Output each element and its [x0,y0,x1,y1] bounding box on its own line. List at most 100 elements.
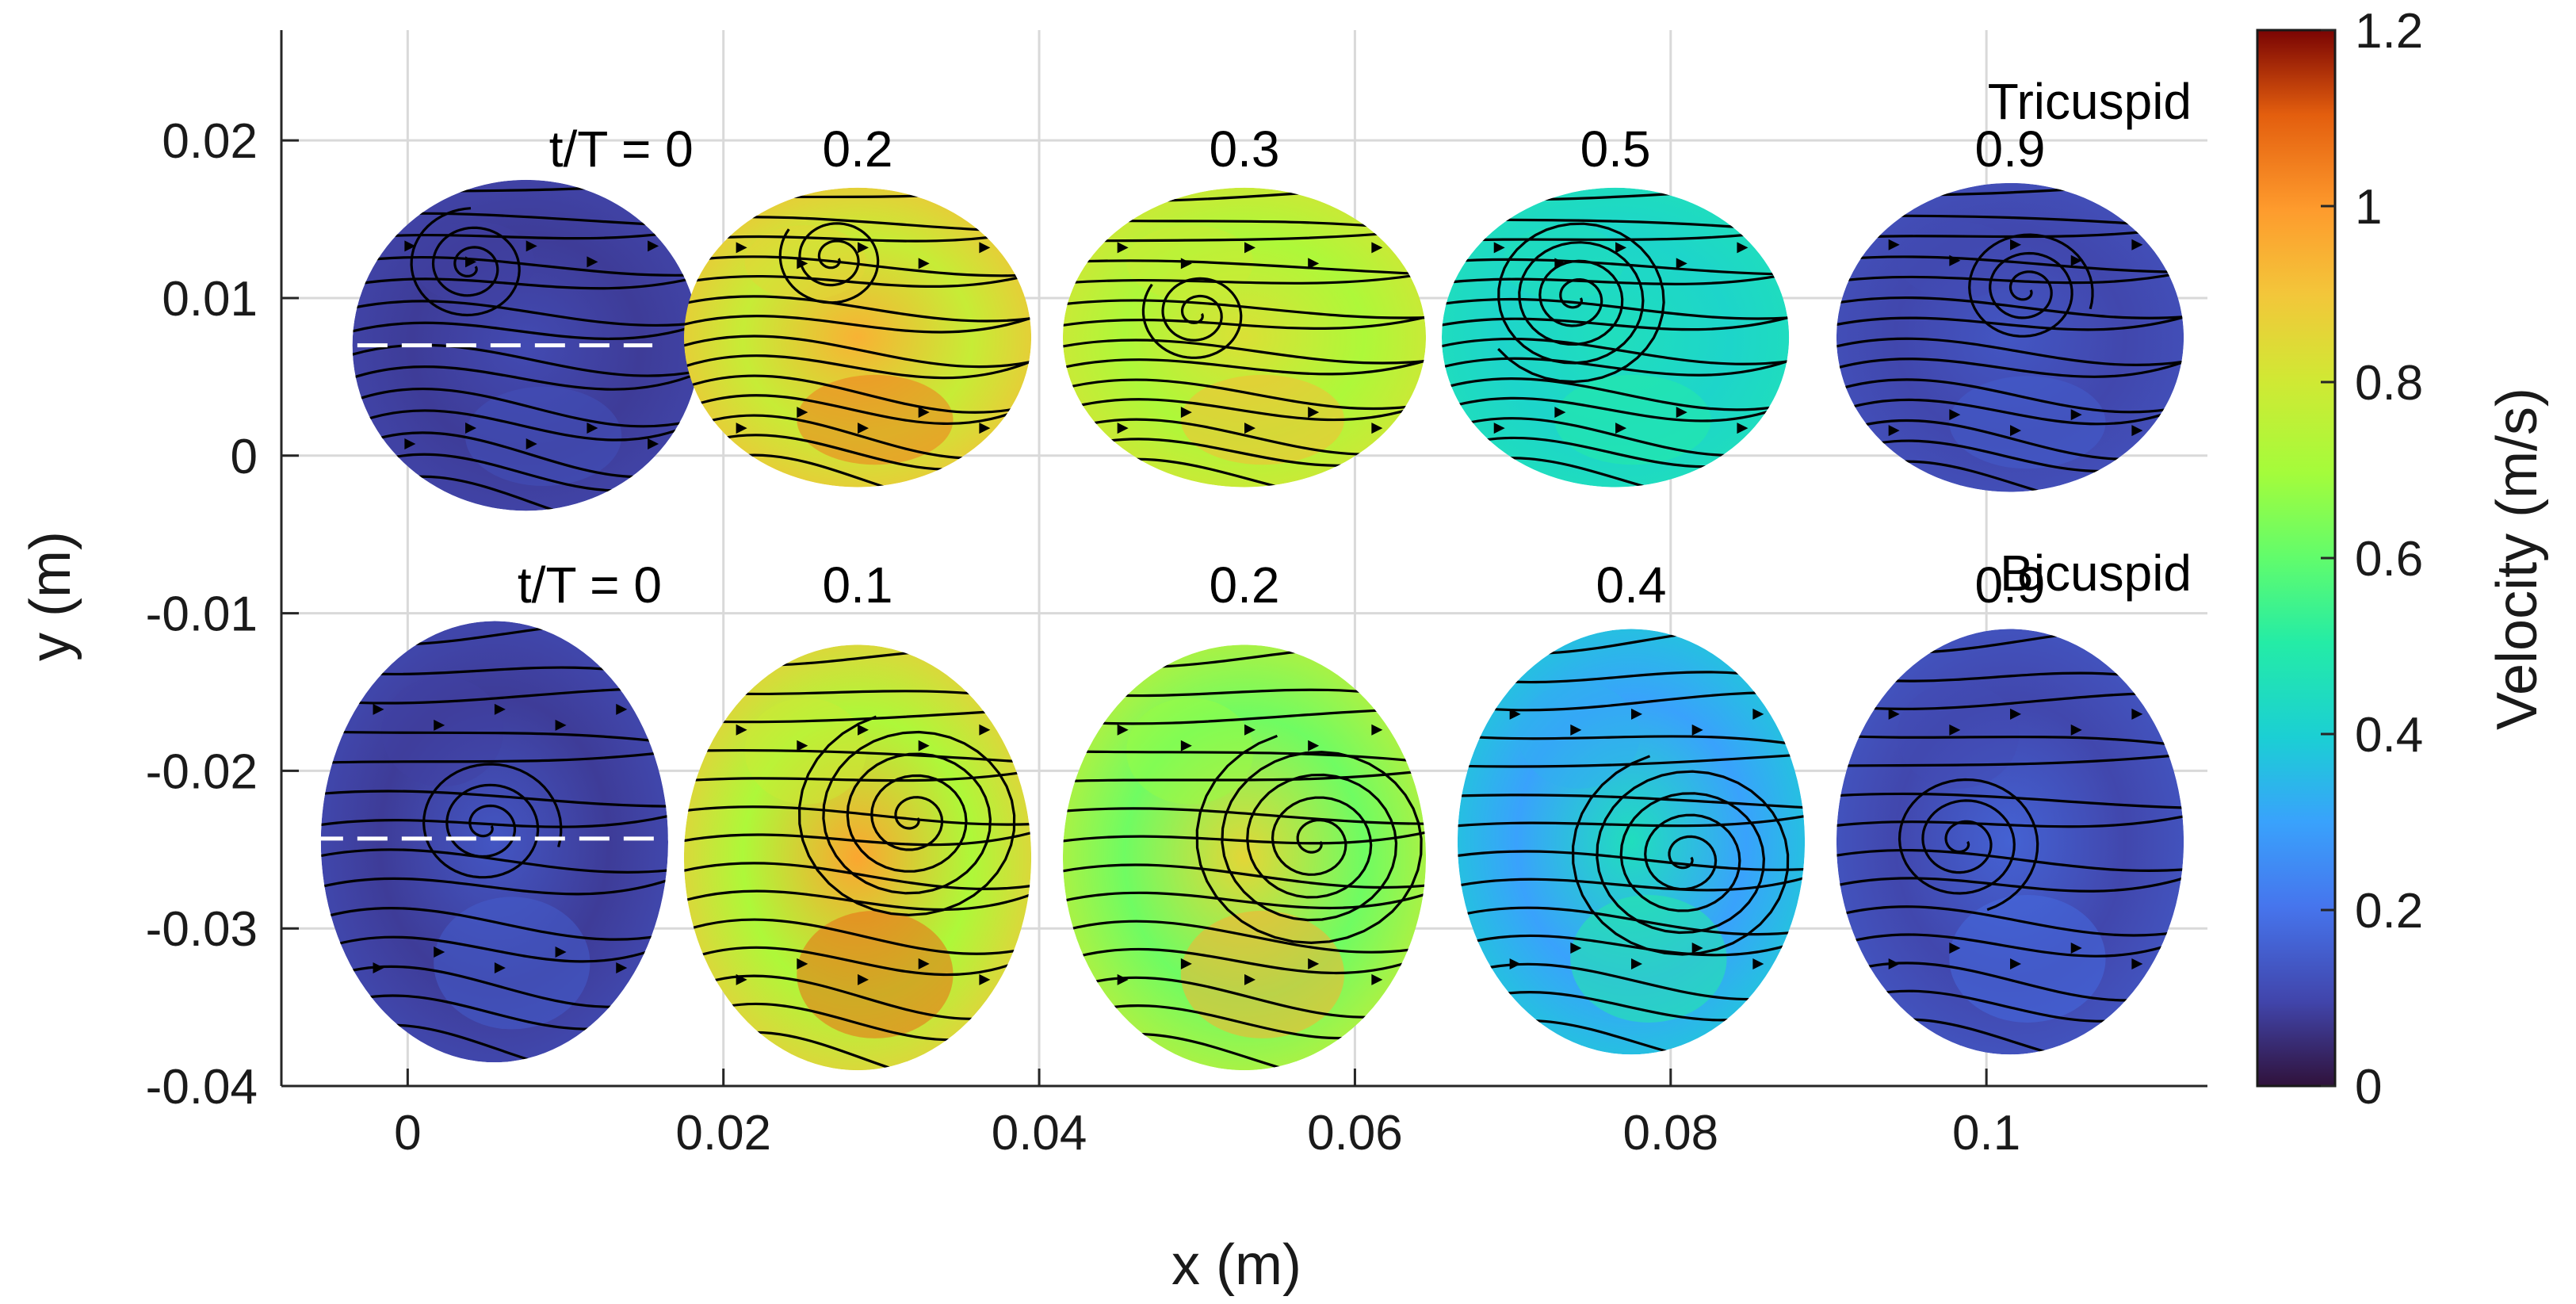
streamline [1441,258,1790,276]
streamline-arrow [797,958,808,969]
streamline [1836,792,2184,809]
velocity-panel-tricuspid-0 [352,179,700,511]
streamline [352,273,700,290]
streamline-arrow [2010,708,2022,720]
streamline-arrow [1570,724,1582,736]
streamline-arrow [404,240,416,252]
streamline-arrow [1691,943,1703,954]
colorbar-tick-label: 1 [2355,180,2382,235]
streamline-arrow [1308,407,1320,419]
streamline-arrow [1180,740,1192,751]
axes: 0 0.02 0.04 0.06 0.08 0.1 0.02 0.01 0 -0.01 -0.02 -… [146,30,2207,1161]
streamline-arrow [858,242,869,254]
velocity-hotspot [1570,894,1727,1023]
streamline [683,394,1032,426]
streamline-arrow [1308,258,1320,270]
streamline-arrow [1888,708,1900,720]
streamline-arrow [1949,943,1961,954]
streamline-arrow [979,973,991,985]
streamline [320,906,668,941]
streamline [683,295,1032,323]
streamline-arrow [797,407,808,419]
velocity-patch [1897,682,2019,789]
velocity-patch [1518,682,1640,789]
streamline [1836,378,2184,414]
streamline-arrow [434,946,445,958]
velocity-panel-bicuspid-0 [320,621,668,1063]
streamline-arrow [1493,242,1505,254]
streamline-arrow [1737,242,1749,254]
streamline [683,374,1032,414]
panel-time-label: t/T = 0 [549,120,694,178]
streamline [1457,813,1806,828]
streamline-arrow [587,256,598,268]
streamline [1836,255,2184,273]
vortex-spiral [1898,778,2039,912]
streamline [352,365,700,391]
streamline-arrow [1371,724,1383,736]
y-tick-label: -0.02 [146,744,258,799]
streamline-arrow [1615,242,1627,254]
streamline-arrow [1676,258,1687,270]
streamline-arrow [918,958,930,969]
streamline [683,270,1032,288]
colorbar-label: Velocity (m/s) [2486,388,2549,730]
streamline-arrow [2010,425,2022,437]
streamline [1062,829,1427,845]
velocity-hotspot [1180,910,1344,1038]
streamline-arrow [1509,708,1521,720]
streamline-arrow [2010,958,2022,970]
streamline-arrow [2131,425,2143,437]
streamline-arrow [2131,708,2143,720]
streamline-arrow [1244,242,1256,254]
streamline-arrow [918,740,930,751]
vortex-spiral [1968,233,2094,338]
streamline [1062,338,1427,365]
velocity-hotspot [1949,894,2106,1023]
streamline-arrow [858,724,869,736]
velocity-hotspot [434,897,590,1030]
streamline [1836,849,2184,872]
streamline [683,918,1032,955]
streamline-arrow [979,423,991,434]
panel-time-label: t/T = 0 [518,556,662,614]
streamline [1062,378,1427,411]
streamline [320,875,668,896]
streamline-arrow [648,240,659,252]
streamline-arrow [1691,724,1703,736]
x-tick-label: 0.04 [992,1106,1087,1161]
streamline [1062,270,1427,285]
streamline [1836,752,2184,767]
streamline-arrow [1509,958,1521,970]
streamline-arrow [1737,423,1749,434]
streamline-arrow [797,740,808,751]
streamline-arrow [2070,724,2082,736]
streamline-arrow [1117,242,1129,254]
streamline-arrow [1752,958,1764,970]
streamline [320,813,668,828]
streamline-arrow [1117,423,1129,434]
velocity-hotspot [465,386,622,487]
vortex-spiral [1195,734,1423,945]
streamline [1441,377,1790,411]
streamline [1062,920,1427,954]
streamline [352,343,700,377]
vortex-spiral [410,207,521,317]
streamline [352,409,700,442]
streamline [1062,398,1427,422]
vortex-spiral [1571,755,1790,956]
x-tick-label: 0.08 [1622,1106,1718,1161]
streamline-arrow [555,946,567,958]
streamline-arrow [1554,407,1566,419]
streamline [1062,356,1427,376]
streamline [352,255,700,277]
y-axis-label: y (m) [19,531,82,661]
streamline-arrow [1117,724,1129,736]
streamline [1457,934,1806,957]
streamline-arrow [526,240,537,252]
streamline-arrow [1244,973,1256,985]
vortex-spiral [1141,277,1243,359]
streamline [683,946,1032,977]
streamline [320,749,668,765]
